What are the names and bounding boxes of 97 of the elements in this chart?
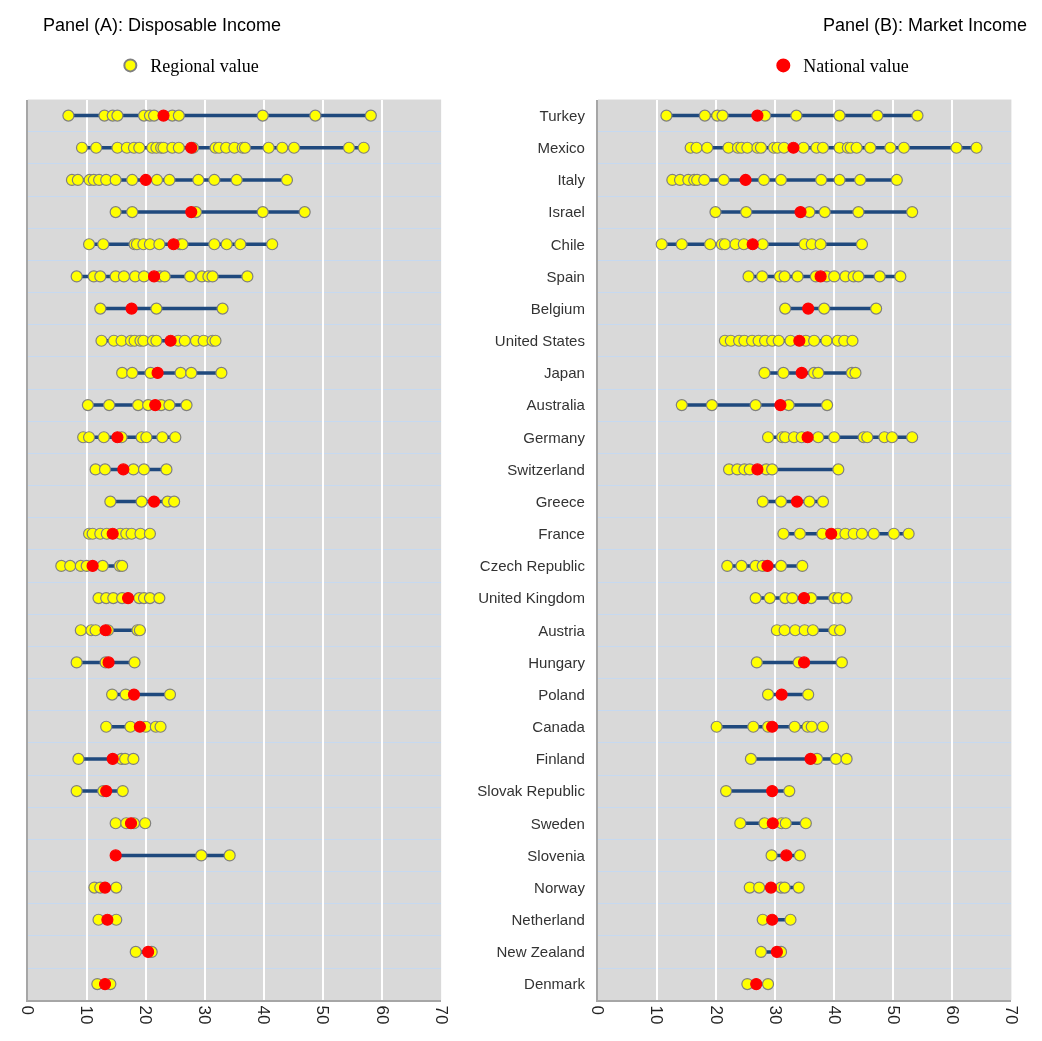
- x-tick-label: 20: [706, 1005, 726, 1025]
- chart-title: Panel (B): Market Income: [823, 15, 1028, 35]
- y-tick-label: Italy: [557, 171, 586, 189]
- x-tick-label: 70: [431, 1005, 451, 1025]
- point: [774, 399, 787, 412]
- point: [167, 238, 180, 251]
- point: [814, 270, 827, 283]
- point: [770, 945, 783, 959]
- point: [775, 688, 788, 701]
- point: [106, 527, 119, 540]
- point: [766, 913, 779, 926]
- y-tick-label: France: [538, 525, 585, 543]
- point: [125, 302, 138, 315]
- y-tick-label: Turkey: [539, 106, 586, 124]
- point: [121, 592, 135, 605]
- x-tick-label: 50: [883, 1005, 903, 1025]
- x-tick-label: 60: [942, 1005, 962, 1025]
- point: [746, 238, 759, 251]
- point: [98, 977, 112, 991]
- y-tick-label: Denmark: [524, 975, 586, 993]
- point: [764, 881, 778, 894]
- point: [751, 109, 764, 122]
- point: [766, 720, 779, 733]
- point: [797, 592, 811, 605]
- point: [793, 334, 806, 347]
- x-tick-label: 0: [588, 1005, 608, 1016]
- x-tick-label: 60: [372, 1005, 392, 1025]
- y-tick-label: United Kingdom: [478, 589, 585, 607]
- point: [109, 849, 122, 862]
- point: [787, 141, 800, 154]
- chart-title: Panel (A): Disposable Income: [43, 15, 282, 35]
- y-tick-label: Austria: [538, 621, 586, 639]
- point: [801, 431, 814, 444]
- point: [111, 431, 124, 444]
- y-tick-label: Norway: [534, 878, 586, 896]
- point: [766, 784, 779, 798]
- y-tick-label: Sweden: [530, 814, 585, 832]
- x-tick-label: 20: [136, 1005, 156, 1025]
- y-tick-label: United States: [494, 332, 585, 350]
- point: [804, 752, 817, 766]
- point: [157, 109, 170, 122]
- x-tick-label: 10: [77, 1005, 97, 1025]
- point: [794, 206, 807, 219]
- legend-label: National value: [803, 56, 909, 77]
- point: [795, 366, 808, 380]
- point: [147, 270, 161, 283]
- x-tick-label: 30: [195, 1005, 215, 1025]
- legend-label: Regional value: [150, 56, 259, 77]
- y-tick-label: Mexico: [537, 139, 585, 157]
- y-tick-label: New Zealand: [496, 943, 585, 961]
- point: [802, 302, 815, 315]
- point: [797, 656, 811, 669]
- point: [750, 977, 763, 991]
- y-tick-label: Australia: [526, 396, 586, 414]
- point: [101, 913, 114, 926]
- y-tick-label: Netherland: [511, 911, 585, 929]
- y-tick-label: Spain: [546, 267, 585, 285]
- point: [164, 334, 177, 347]
- point: [185, 206, 198, 219]
- x-tick-label: 30: [765, 1005, 785, 1025]
- y-tick-label: Switzerland: [507, 460, 585, 478]
- y-tick-label: Chile: [550, 235, 585, 253]
- y-tick-label: Japan: [544, 364, 585, 382]
- point: [825, 527, 838, 540]
- y-tick-label: Germany: [523, 428, 586, 446]
- point: [139, 173, 152, 187]
- point: [149, 399, 162, 412]
- point: [761, 559, 774, 573]
- y-tick-label: Poland: [538, 685, 585, 703]
- point: [751, 463, 764, 476]
- point: [106, 752, 119, 766]
- point: [766, 817, 779, 830]
- x-tick-label: 50: [313, 1005, 333, 1025]
- y-tick-label: Belgium: [530, 299, 585, 317]
- point: [117, 463, 130, 476]
- point: [133, 720, 146, 733]
- point: [739, 173, 752, 187]
- y-tick-label: Hungary: [528, 653, 586, 671]
- point: [147, 495, 161, 508]
- point: [86, 559, 99, 573]
- y-tick-label: Slovak Republic: [477, 782, 586, 800]
- y-tick-label: Canada: [532, 718, 586, 736]
- point: [98, 881, 112, 894]
- point: [151, 366, 164, 380]
- y-tick-label: Greece: [535, 492, 585, 510]
- y-tick-label: Finland: [535, 750, 585, 768]
- x-tick-label: 40: [824, 1005, 844, 1025]
- x-tick-label: 0: [18, 1005, 38, 1016]
- y-tick-label: Israel: [548, 203, 585, 221]
- x-tick-label: 70: [1001, 1005, 1021, 1025]
- point: [790, 495, 804, 508]
- x-tick-label: 10: [647, 1005, 667, 1025]
- point: [780, 849, 793, 862]
- y-tick-label: Czech Republic: [479, 557, 586, 575]
- point: [127, 688, 141, 701]
- x-tick-label: 40: [254, 1005, 274, 1025]
- y-tick-label: Slovenia: [527, 846, 586, 864]
